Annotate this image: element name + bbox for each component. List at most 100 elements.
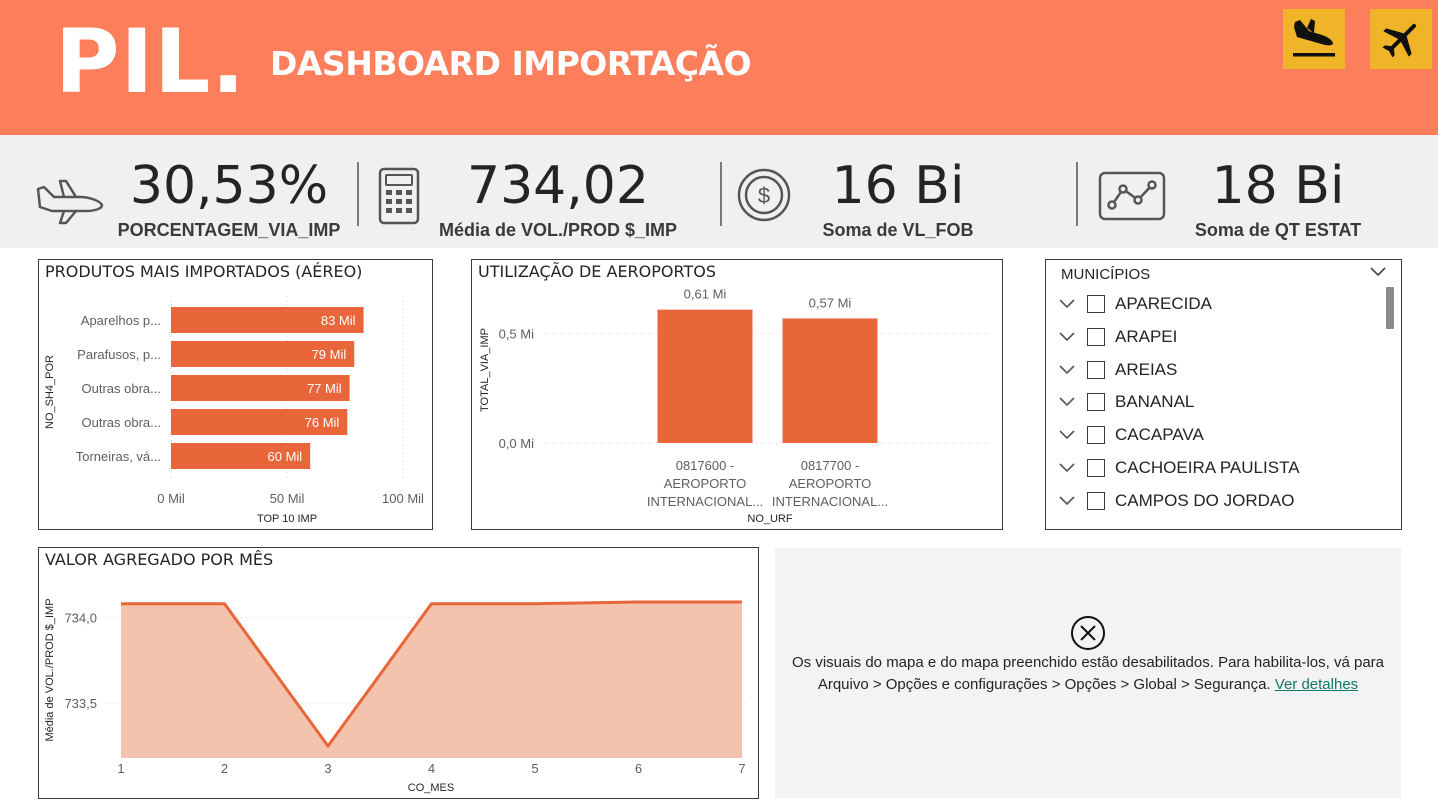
slicer-list[interactable]: APARECIDA ARAPEI AREIAS BANANAL CACAPAVA CACH… — [1046, 286, 1386, 522]
calculator-icon — [378, 167, 420, 225]
x-tick-label: 0 Mil — [157, 491, 185, 506]
x-axis-label: NO_URF — [747, 513, 793, 525]
slicer-item[interactable]: BANANAL — [1058, 387, 1194, 417]
chevron-down-icon[interactable] — [1058, 491, 1080, 511]
slicer-item[interactable]: APARECIDA — [1058, 289, 1212, 319]
slicer-item[interactable]: ARAPEI — [1058, 322, 1177, 352]
bar — [171, 375, 350, 401]
bar — [171, 443, 311, 469]
slicer-item[interactable]: CACHOEIRA PAULISTA — [1058, 453, 1300, 483]
kpi-label-fob: Soma de VL_FOB — [822, 220, 974, 240]
x-axis-label: CO_MES — [408, 782, 454, 794]
chevron-down-icon[interactable] — [1058, 360, 1080, 380]
bar — [657, 309, 753, 443]
divider — [357, 162, 359, 226]
map-notice-text: Os visuais do mapa e do mapa preenchido … — [785, 652, 1391, 696]
y-category-label: Parafusos, p... — [77, 347, 161, 362]
x-tick-label: 5 — [531, 761, 538, 776]
line-chart-icon — [1098, 171, 1166, 221]
slicer-item-label: CACAPAVA — [1115, 425, 1204, 445]
plane-landing-button[interactable] — [1283, 9, 1345, 69]
checkbox[interactable] — [1087, 393, 1105, 412]
page-title: DASHBOARD IMPORTAÇÃO — [270, 44, 752, 83]
products-bar-chart: 0 Mil 50 Mil 100 Mil Aparelhos p... 83 Mil Pa… — [44, 296, 424, 525]
y-axis-label: Média de VOL./PROD $_IMP — [44, 598, 56, 741]
kpi-value-qt: 18 Bi — [1211, 156, 1345, 216]
bar-data-label: 60 Mil — [268, 449, 303, 464]
x-category-label: AEROPORTO — [789, 476, 872, 491]
slicer-item-label: AREIAS — [1115, 359, 1178, 379]
bar-data-label: 83 Mil — [321, 313, 356, 328]
checkbox[interactable] — [1087, 491, 1105, 510]
chevron-down-icon[interactable] — [1058, 392, 1080, 412]
kpi-label-percent: PORCENTAGEM_VIA_IMP — [117, 220, 341, 240]
y-tick-label: 0,5 Mi — [499, 327, 535, 342]
bar-data-label: 77 Mil — [307, 381, 342, 396]
bar-data-label: 0,57 Mi — [809, 295, 852, 310]
bar — [171, 307, 364, 333]
bar — [782, 318, 878, 443]
slicer-item[interactable]: CAMPOS DO JORDAO — [1058, 486, 1294, 516]
x-tick-label: 1 — [117, 761, 124, 776]
dollar-coin-icon: $ — [737, 168, 791, 222]
kpi-band: 30,53% PORCENTAGEM_VIA_IMP 734,02 Média … — [0, 135, 1438, 248]
details-link[interactable]: Ver detalhes — [1274, 676, 1359, 693]
y-category-label: Outras obra... — [82, 381, 161, 396]
chevron-down-icon[interactable] — [1369, 266, 1387, 278]
kpi-label-qt: Soma de QT ESTAT — [1194, 220, 1362, 240]
chevron-down-icon[interactable] — [1058, 458, 1080, 478]
slicer-item-label: CACHOEIRA PAULISTA — [1115, 458, 1300, 477]
kpi-value-percent: 30,53% — [129, 156, 329, 216]
x-axis-label: TOP 10 IMP — [257, 513, 317, 525]
x-category-label: AEROPORTO — [664, 476, 747, 491]
y-category-label: Outras obra... — [82, 415, 161, 430]
map-disabled-notice: Os visuais do mapa e do mapa preenchido … — [775, 548, 1401, 798]
bar — [171, 409, 348, 435]
bar-data-label: 76 Mil — [305, 415, 340, 430]
municipios-slicer: MUNICÍPIOS APARECIDA ARAPEI AREIAS BANANAL C… — [1045, 259, 1402, 530]
chart-title: UTILIZAÇÃO DE AEROPORTOS — [478, 262, 716, 281]
plane-icon — [36, 179, 104, 225]
slicer-item-label: APARECIDA — [1115, 294, 1212, 313]
x-category-label: INTERNACIONAL... — [772, 494, 888, 509]
area-fill — [121, 602, 742, 758]
y-tick-label: 733,5 — [64, 696, 97, 711]
y-category-label: Aparelhos p... — [81, 313, 161, 328]
chevron-down-icon[interactable] — [1058, 327, 1080, 347]
close-circle-icon — [1071, 616, 1105, 650]
slicer-item-label: BANANAL — [1115, 392, 1195, 412]
y-axis-label: TOTAL_VIA_IMP — [479, 328, 491, 412]
checkbox[interactable] — [1087, 426, 1105, 445]
plane-button[interactable] — [1370, 9, 1432, 69]
slicer-item-label: ARAPEI — [1115, 326, 1178, 346]
scrollbar-thumb[interactable] — [1386, 287, 1394, 329]
y-tick-label: 0,0 Mi — [499, 436, 535, 451]
checkbox[interactable] — [1087, 327, 1105, 346]
bar — [171, 341, 355, 367]
checkbox[interactable] — [1087, 295, 1105, 313]
monthly-area-chart: 733,5 734,0 1 2 3 4 5 6 7 CO_MES Média de VOL./PRO… — [44, 598, 749, 794]
slicer-item[interactable]: CACAPAVA — [1058, 420, 1204, 450]
checkbox[interactable] — [1087, 360, 1105, 379]
plane-icon — [1382, 23, 1417, 58]
x-category-label: 0817700 - — [801, 458, 860, 473]
chevron-down-icon[interactable] — [1058, 294, 1080, 314]
x-tick-label: 50 Mil — [270, 491, 305, 506]
chart-title: VALOR AGREGADO POR MÊS — [45, 550, 274, 569]
kpi-label-average: Média de VOL./PROD $_IMP — [438, 220, 678, 240]
slicer-item-label: CAMPOS DO JORDAO — [1115, 490, 1295, 510]
checkbox[interactable] — [1087, 459, 1105, 477]
map-notice-message: Os visuais do mapa e do mapa preenchido … — [791, 654, 1385, 693]
slicer-item[interactable]: AREIAS — [1058, 355, 1177, 385]
monthly-area-chart-panel: VALOR AGREGADO POR MÊS 733,5 734,0 1 2 3 4 5 6 7… — [38, 547, 759, 799]
x-tick-label: 7 — [738, 761, 745, 776]
x-category-label: INTERNACIONAL... — [647, 494, 763, 509]
airports-bar-chart: 0,0 Mi 0,5 Mi 0,61 Mi 0817600 - AEROPORTO INT… — [479, 287, 992, 525]
bar-data-label: 0,61 Mi — [684, 287, 727, 302]
x-tick-label: 6 — [635, 761, 642, 776]
header-bar: PIL. DASHBOARD IMPORTAÇÃO — [0, 0, 1438, 135]
x-tick-label: 4 — [428, 761, 435, 776]
bar-data-label: 79 Mil — [312, 347, 347, 362]
chevron-down-icon[interactable] — [1058, 425, 1080, 445]
divider — [720, 162, 722, 226]
